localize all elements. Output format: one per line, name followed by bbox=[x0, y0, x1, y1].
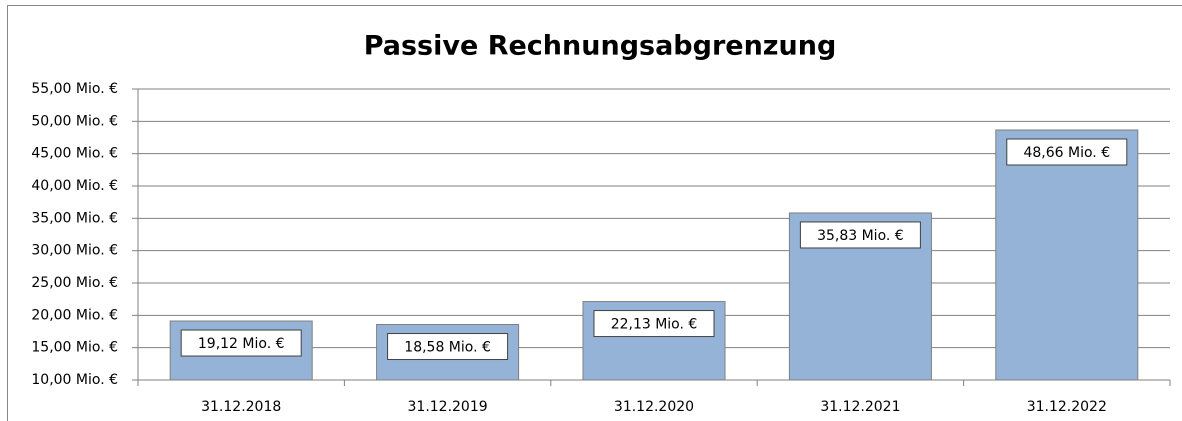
data-label-box bbox=[1006, 138, 1128, 166]
y-tick-label: 15,00 Mio. € bbox=[31, 340, 118, 356]
data-label-box bbox=[387, 333, 509, 361]
data-label: 48,66 Mio. € bbox=[1023, 145, 1110, 161]
data-label: 22,13 Mio. € bbox=[611, 317, 698, 333]
y-tick-label: 25,00 Mio. € bbox=[31, 275, 118, 291]
y-tick-label: 35,00 Mio. € bbox=[31, 210, 118, 226]
y-tick-label: 20,00 Mio. € bbox=[31, 307, 118, 323]
data-label-box bbox=[593, 310, 715, 338]
y-tick-label: 45,00 Mio. € bbox=[31, 146, 118, 162]
chart-border bbox=[7, 5, 1182, 421]
x-tick-label: 31.12.2022 bbox=[1027, 399, 1107, 415]
y-tick-label: 40,00 Mio. € bbox=[31, 178, 118, 194]
data-label-box bbox=[799, 221, 921, 249]
data-label: 19,12 Mio. € bbox=[198, 336, 285, 352]
x-tick-label: 31.12.2020 bbox=[614, 399, 694, 415]
y-tick-label: 55,00 Mio. € bbox=[31, 81, 118, 97]
x-tick-label: 31.12.2019 bbox=[408, 399, 488, 415]
data-label: 18,58 Mio. € bbox=[404, 340, 491, 356]
y-tick-label: 30,00 Mio. € bbox=[31, 243, 118, 259]
x-tick-label: 31.12.2018 bbox=[201, 399, 281, 415]
chart-title: Passive Rechnungsabgrenzung bbox=[364, 31, 837, 62]
y-tick-label: 10,00 Mio. € bbox=[31, 372, 118, 388]
y-tick-label: 50,00 Mio. € bbox=[31, 113, 118, 129]
data-label-box bbox=[180, 329, 302, 357]
bar bbox=[995, 129, 1139, 381]
data-label: 35,83 Mio. € bbox=[817, 228, 904, 244]
x-tick-label: 31.12.2021 bbox=[820, 399, 900, 415]
